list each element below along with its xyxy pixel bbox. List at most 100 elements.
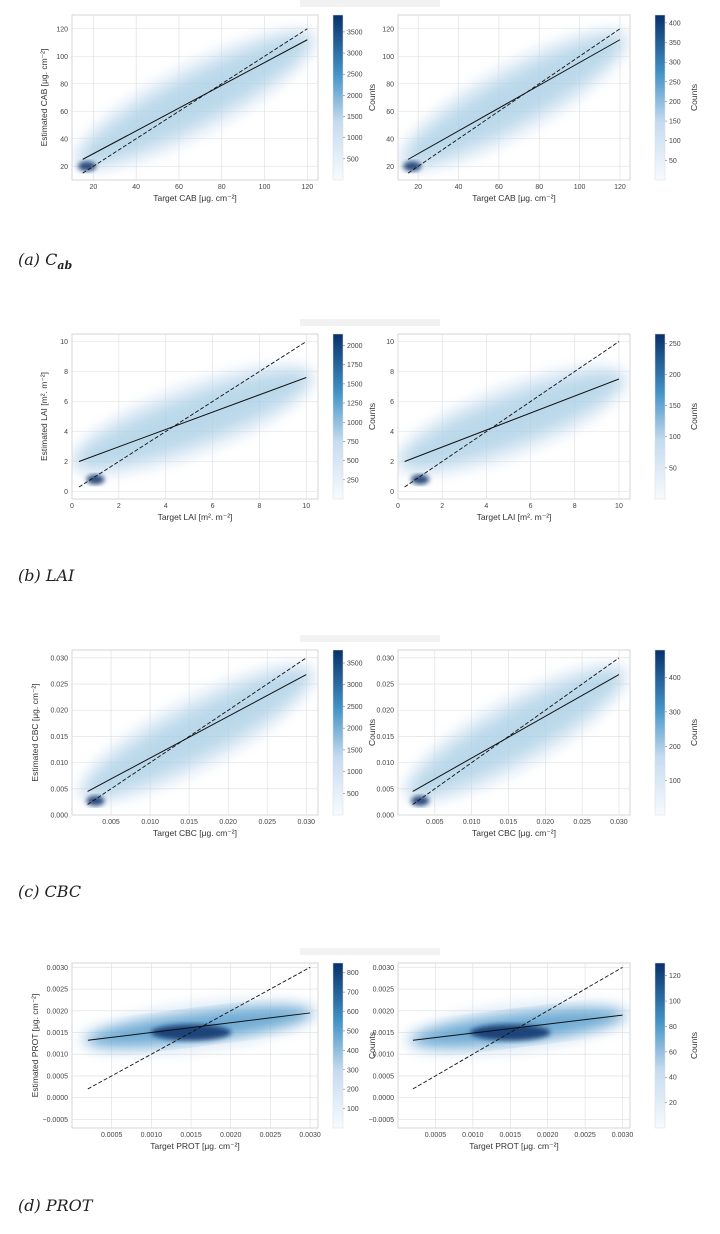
y-tick-label: 0.0000 — [47, 1095, 69, 1102]
regression-line — [404, 378, 620, 462]
colorbar-gradient — [332, 333, 344, 500]
colorbar-tick-label: 1500 — [347, 114, 363, 121]
colorbar-label: Counts — [367, 719, 377, 746]
colorbar-prot-right: 20 40 60 80 100 120 Counts — [654, 962, 699, 1129]
x-tick-label: 10 — [302, 503, 310, 510]
colorbar-tick-label: 400 — [669, 675, 681, 682]
x-tick-label: 80 — [218, 184, 226, 191]
colorbar-tick-label: 60 — [669, 1049, 677, 1056]
x-tick-label: 0.030 — [610, 819, 628, 826]
colorbar-tick-label: 150 — [669, 403, 681, 410]
y-tick-label: 100 — [56, 54, 68, 61]
x-tick-label: 0.0005 — [101, 1132, 123, 1139]
panel-cbc-left: 0.005 0.010 0.015 0.020 0.025 0.030 0.000 0.005… — [30, 649, 319, 838]
caption-d: (d) PROT — [18, 1196, 93, 1215]
x-tick-label: 0.0010 — [141, 1132, 163, 1139]
y-tick-label: 0.000 — [376, 813, 394, 820]
colorbar-gradient — [332, 649, 344, 816]
y-tick-label: 80 — [60, 81, 68, 88]
y-tick-label: 0.025 — [376, 682, 394, 689]
colorbar-tick-label: 1000 — [347, 135, 363, 142]
x-tick-label: 0.020 — [537, 819, 555, 826]
y-tick-label: 0.0000 — [373, 1095, 395, 1102]
y-tick-label: 4 — [64, 429, 68, 436]
y-tick-label: −0.0005 — [43, 1117, 69, 1124]
y-tick-label: 120 — [56, 26, 68, 33]
colorbar-gradient — [332, 962, 344, 1129]
colorbar-cab-left: 500 1000 1500 2000 2500 3000 3500 Counts — [332, 14, 377, 181]
y-axis-label: Estimated CBC [μg. cm⁻²] — [30, 683, 40, 781]
regression-line — [78, 377, 307, 462]
y-tick-label: 0.0015 — [373, 1030, 395, 1037]
y-tick-label: 0.0010 — [373, 1052, 395, 1059]
y-axis-label: Estimated PROT [μg. cm⁻²] — [30, 994, 40, 1098]
y-tick-label: 40 — [386, 136, 394, 143]
x-tick-label: 2 — [117, 503, 121, 510]
x-axis-label: Target CAB [μg. cm⁻²] — [472, 193, 556, 203]
panel-cab-right: 20 40 60 80 100 120 20 40 60 80 100 120 Target CAB [… — [382, 14, 631, 203]
identity-line — [404, 341, 620, 488]
colorbar-tick-label: 100 — [669, 434, 681, 441]
y-tick-label: 60 — [386, 109, 394, 116]
density-peak — [403, 161, 422, 172]
colorbar-tick-label: 400 — [347, 1048, 359, 1055]
density-peak — [86, 474, 105, 485]
colorbar-tick-label: 500 — [347, 791, 359, 798]
y-tick-label: 0 — [390, 489, 394, 496]
colorbar-tick-label: 100 — [669, 999, 681, 1006]
colorbar-tick-label: 100 — [669, 778, 681, 785]
x-tick-label: 0.0010 — [462, 1132, 484, 1139]
colorbar-tick-label: 250 — [669, 341, 681, 348]
y-tick-label: 0.0010 — [47, 1052, 69, 1059]
y-tick-label: 0 — [64, 489, 68, 496]
colorbar-tick-label: 40 — [669, 1075, 677, 1082]
x-tick-label: 80 — [535, 184, 543, 191]
colorbar-label: Counts — [689, 719, 699, 746]
colorbar-tick-label: 200 — [669, 99, 681, 106]
identity-line — [82, 28, 308, 174]
y-tick-label: 0.010 — [376, 760, 394, 767]
x-tick-label: 0.0015 — [500, 1132, 522, 1139]
y-tick-label: 0.010 — [50, 760, 68, 767]
y-tick-label: 0.000 — [50, 813, 68, 820]
colorbar-label: Counts — [689, 84, 699, 111]
identity-line — [87, 657, 307, 805]
colorbar-gradient — [654, 649, 666, 816]
density-peak — [77, 161, 96, 172]
y-tick-label: 8 — [64, 369, 68, 376]
colorbar-tick-label: 1750 — [347, 362, 363, 369]
colorbar-tick-label: 750 — [347, 439, 359, 446]
colorbar-tick-label: 3500 — [347, 661, 363, 668]
regression-line — [412, 1014, 623, 1041]
regression-line — [412, 674, 620, 792]
colorbar-tick-label: 800 — [347, 970, 359, 977]
x-tick-label: 0.015 — [180, 819, 198, 826]
y-tick-label: 0.030 — [50, 655, 68, 662]
y-tick-label: 0.030 — [376, 655, 394, 662]
x-tick-label: 0.025 — [258, 819, 276, 826]
colorbar-tick-label: 350 — [669, 40, 681, 47]
y-tick-label: 6 — [64, 399, 68, 406]
identity-line — [407, 28, 621, 174]
y-tick-label: 2 — [390, 459, 394, 466]
y-tick-label: 0.0020 — [373, 1008, 395, 1015]
colorbar-label: Counts — [689, 1032, 699, 1059]
x-axis-label: Target LAI [m². m⁻²] — [158, 512, 233, 522]
colorbar-gradient — [654, 962, 666, 1129]
identity-line — [412, 657, 620, 805]
colorbar-tick-label: 300 — [669, 709, 681, 716]
colorbar-tick-label: 200 — [669, 744, 681, 751]
colorbar-lai-right: 50 100 150 200 250 Counts — [654, 333, 699, 500]
y-tick-label: 0.0015 — [47, 1030, 69, 1037]
panel-prot-left: 0.0005 0.0010 0.0015 0.0020 0.0025 0.0030 −0.0… — [30, 962, 321, 1151]
colorbar-tick-label: 2500 — [347, 72, 363, 79]
caption-c: (c) CBC — [18, 882, 82, 901]
x-tick-label: 0 — [70, 503, 74, 510]
colorbar-label: Counts — [367, 403, 377, 430]
panel-prot-right: 0.0005 0.0010 0.0015 0.0020 0.0025 0.0030 −0.0… — [369, 962, 633, 1151]
colorbar-cbc-right: 100 200 300 400 Counts — [654, 649, 699, 816]
x-tick-label: 0.010 — [141, 819, 159, 826]
y-tick-label: 0.0025 — [373, 987, 395, 994]
x-tick-label: 6 — [211, 503, 215, 510]
